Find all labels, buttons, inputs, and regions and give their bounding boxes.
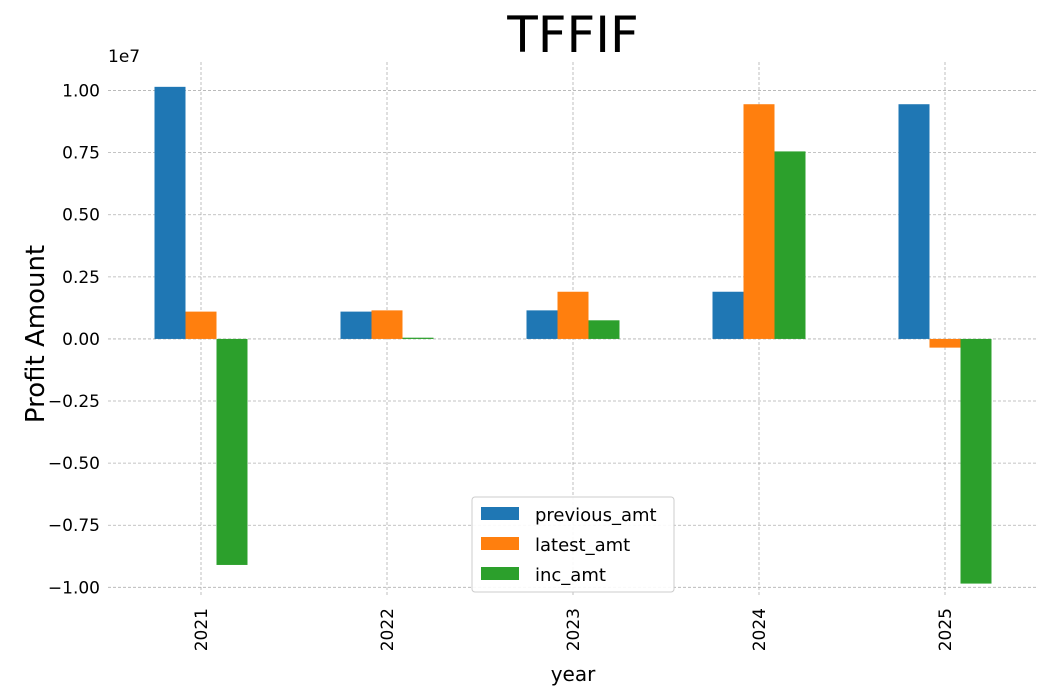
bar-previous-amt-2024 [712, 291, 744, 339]
bars [154, 86, 992, 584]
x-tick-labels: 2021 2022 2023 2024 2025 [192, 608, 956, 651]
legend-label-previous-amt: previous_amt [535, 505, 657, 526]
bar-inc-amt-2023 [588, 320, 620, 339]
bar-inc-amt-2021 [216, 338, 248, 565]
y-axis-label: Profit Amount [21, 245, 51, 423]
bar-previous-amt-2022 [340, 311, 372, 339]
bar-latest-amt-2023 [557, 291, 589, 339]
legend: previous_amt latest_amt inc_amt [471, 496, 675, 593]
y-tick-label: 1.00 [62, 82, 100, 102]
y-tick-label: 0.00 [62, 330, 100, 350]
y-tick-label: −0.50 [48, 454, 100, 474]
legend-swatch-inc-amt [481, 567, 519, 580]
y-tick-label: 0.50 [62, 206, 100, 226]
legend-swatch-previous-amt [481, 507, 519, 520]
legend-swatch-latest-amt [481, 537, 519, 550]
bar-inc-amt-2025 [960, 338, 992, 584]
bar-latest-amt-2025 [929, 338, 961, 348]
y-tick-label: −1.00 [48, 578, 100, 598]
bar-latest-amt-2021 [185, 311, 217, 339]
legend-label-latest-amt: latest_amt [535, 535, 630, 556]
y-tick-label: 0.75 [62, 144, 100, 164]
legend-box [471, 496, 675, 593]
x-tick-label: 2021 [192, 608, 212, 651]
bar-inc-amt-2024 [774, 151, 806, 339]
y-tick-label: −0.25 [48, 392, 100, 412]
bar-inc-amt-2022 [402, 337, 434, 339]
x-axis-label: year [551, 662, 596, 686]
y-tick-label: −0.75 [48, 516, 100, 536]
bar-previous-amt-2025 [898, 104, 930, 339]
bar-latest-amt-2024 [743, 104, 775, 339]
x-tick-label: 2025 [936, 608, 956, 651]
legend-label-inc-amt: inc_amt [535, 565, 606, 586]
chart-title: TFFIF [506, 6, 639, 64]
y-tick-labels: −1.00 −0.75 −0.50 −0.25 0.00 0.25 0.50 0.75 1.00 [48, 82, 100, 599]
x-tick-label: 2024 [750, 608, 770, 651]
bar-previous-amt-2023 [526, 310, 558, 339]
y-tick-label: 0.25 [62, 268, 100, 288]
bar-latest-amt-2022 [371, 310, 403, 339]
x-tick-label: 2022 [378, 608, 398, 651]
x-tick-label: 2023 [564, 608, 584, 651]
y-offset-label: 1e7 [108, 47, 140, 67]
bar-previous-amt-2021 [154, 86, 186, 339]
